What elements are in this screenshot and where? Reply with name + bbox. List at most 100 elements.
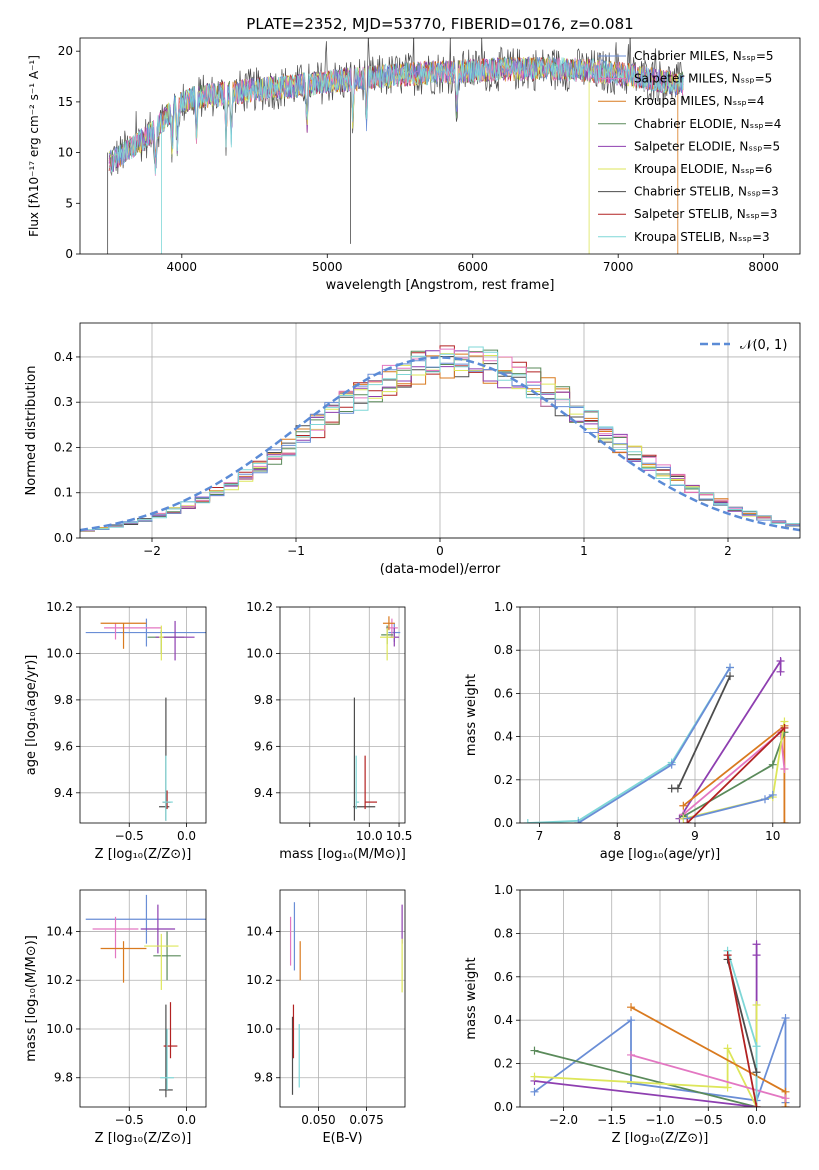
x-tick-label: −0.5 bbox=[115, 1113, 144, 1127]
y-tick-label: 15 bbox=[58, 95, 73, 109]
y-tick-label: 0.1 bbox=[54, 486, 73, 500]
errorbar-salpeter_stelib bbox=[364, 755, 378, 810]
weight-marker bbox=[726, 672, 734, 681]
axes: −2 −1 0 1 2 0.0 0.1 0.2 0.3 0.4 bbox=[54, 350, 732, 558]
weight-marker bbox=[780, 723, 789, 732]
plot-area bbox=[107, 38, 684, 254]
y-axis-label: age [log₁₀(age/yr)] bbox=[24, 655, 39, 776]
errorbar-kroupa_stelib bbox=[162, 755, 173, 821]
errorbar-chabrier_miles bbox=[85, 894, 206, 944]
weight-marker bbox=[776, 667, 785, 676]
y-tick-label: 10.0 bbox=[246, 646, 273, 660]
y-tick-label: 10.4 bbox=[246, 924, 273, 938]
weight-marker bbox=[530, 1087, 539, 1096]
plot-area bbox=[523, 657, 789, 823]
weight-marker bbox=[627, 1079, 636, 1088]
x-axis-label: (data-model)/error bbox=[380, 562, 501, 577]
legend-entry: Chabrier STELIB, Nₛₛₚ=3 bbox=[634, 185, 779, 199]
axes: −2.0 −1.5 −1.0 −0.5 0.0 0.0 0.2 0.4 0.6 0.8 1.0 bbox=[494, 883, 766, 1127]
axes-frame bbox=[79, 322, 801, 539]
plot-area bbox=[353, 616, 401, 821]
y-tick-label: 9.8 bbox=[54, 693, 73, 707]
y-tick-label: 9.6 bbox=[54, 739, 73, 753]
weight-marker bbox=[781, 1014, 790, 1023]
axes-frame bbox=[519, 606, 801, 824]
weight-marker bbox=[752, 1068, 761, 1077]
legend: 𝒩(0, 1) bbox=[700, 338, 787, 353]
legend-entry: Salpeter ELODIE, Nₛₛₚ=5 bbox=[634, 139, 780, 153]
legend-entry: Chabrier MILES, Nₛₛₚ=5 bbox=[634, 49, 774, 63]
mass-vs-ebv-panel: 0.050 0.075 9.8 10.0 10.2 10.4 E(B-V) bbox=[246, 889, 406, 1146]
y-tick-label: 10.2 bbox=[246, 600, 273, 614]
y-axis-label: mass weight bbox=[464, 957, 479, 1039]
normal-curve bbox=[80, 356, 800, 532]
y-tick-label: 0.3 bbox=[54, 395, 73, 409]
weight-marker bbox=[752, 951, 761, 960]
errorbar-salpeter_miles bbox=[92, 916, 139, 959]
x-tick-label: −2 bbox=[143, 544, 161, 558]
histogram-kroupa_stelib bbox=[80, 346, 800, 533]
y-tick-label: 9.8 bbox=[254, 693, 273, 707]
x-tick-label: −1 bbox=[287, 544, 305, 558]
y-axis-label: mass [log₁₀(M/M⊙)] bbox=[24, 935, 39, 1062]
y-tick-label: 1.0 bbox=[494, 883, 513, 897]
weight-marker bbox=[667, 760, 676, 769]
axes: −0.5 0.0 9.8 10.0 10.2 10.4 bbox=[46, 924, 196, 1127]
y-axis-label: Flux [fλ10⁻¹⁷ erg cm⁻² s⁻¹ A⁻¹] bbox=[27, 55, 41, 237]
errorbar-chabrier_stelib bbox=[353, 697, 376, 821]
plot-area bbox=[530, 940, 790, 1107]
weight-marker bbox=[723, 951, 732, 960]
y-tick-label: 0.8 bbox=[494, 926, 513, 940]
axes: −0.5 0.0 9.4 9.6 9.8 10.0 10.2 bbox=[46, 600, 196, 843]
weight-line bbox=[686, 727, 786, 823]
y-tick-label: 10.0 bbox=[246, 1022, 273, 1036]
x-tick-label: −1.5 bbox=[597, 1113, 626, 1127]
y-tick-label: 10.2 bbox=[46, 600, 73, 614]
y-tick-label: 9.8 bbox=[254, 1071, 273, 1085]
weight-line bbox=[726, 954, 758, 1107]
weight-marker bbox=[768, 760, 777, 769]
y-tick-label: 0.4 bbox=[494, 1013, 513, 1027]
weight-vs-age-panel: 7 8 9 10 0.0 0.2 0.4 0.6 0.8 1.0 age [log₁₀(age/yr… bbox=[464, 600, 801, 862]
weight-marker bbox=[683, 819, 692, 823]
weight-marker bbox=[780, 819, 789, 823]
y-tick-label: 5 bbox=[65, 196, 73, 210]
x-tick-label: 10.0 bbox=[356, 829, 383, 843]
legend-entry: Kroupa MILES, Nₛₛₚ=4 bbox=[634, 94, 764, 108]
grid bbox=[520, 606, 800, 824]
weight-marker bbox=[723, 1083, 732, 1092]
y-tick-label: 0 bbox=[65, 247, 73, 261]
weight-marker bbox=[627, 1016, 636, 1025]
x-tick-label: 2 bbox=[724, 544, 732, 558]
weight-marker bbox=[776, 657, 785, 665]
weight-marker bbox=[523, 819, 532, 823]
x-tick-label: 7000 bbox=[603, 260, 634, 274]
x-tick-label: −2.0 bbox=[549, 1113, 578, 1127]
age-vs-z-panel: −0.5 0.0 9.4 9.6 9.8 10.0 10.2 Z [log₁₀(Z/Z⊙)] a… bbox=[24, 600, 207, 862]
y-tick-label: 10.0 bbox=[46, 646, 73, 660]
y-tick-label: 0.4 bbox=[494, 730, 513, 744]
axes-frame bbox=[79, 37, 801, 255]
errorbar-chabrier_stelib bbox=[159, 1004, 173, 1098]
axes-frame bbox=[79, 606, 207, 824]
x-tick-label: −1.0 bbox=[645, 1113, 674, 1127]
weight-series-salpeter_stelib bbox=[723, 951, 761, 1107]
weight-marker bbox=[726, 663, 734, 672]
weight-marker bbox=[780, 765, 789, 773]
y-tick-label: 10 bbox=[58, 146, 73, 160]
residuals-panel: −2 −1 0 1 2 0.0 0.1 0.2 0.3 0.4 (data-model)/error… bbox=[24, 322, 801, 577]
y-tick-label: 20 bbox=[58, 44, 73, 58]
errorbar-kroupa_miles bbox=[100, 941, 147, 983]
plot-area bbox=[289, 902, 403, 1095]
errorbar-chabrier_elodie bbox=[153, 931, 181, 981]
weight-marker bbox=[768, 790, 777, 799]
x-tick-label: 0.0 bbox=[177, 829, 196, 843]
weight-line bbox=[683, 721, 786, 820]
weight-marker bbox=[673, 784, 682, 793]
x-axis-label: E(B-V) bbox=[322, 1131, 362, 1146]
weight-series-salpeter_stelib bbox=[683, 723, 789, 823]
x-axis-label: mass [log₁₀(M/M⊙)] bbox=[279, 847, 406, 862]
y-tick-label: 9.8 bbox=[54, 1071, 73, 1085]
